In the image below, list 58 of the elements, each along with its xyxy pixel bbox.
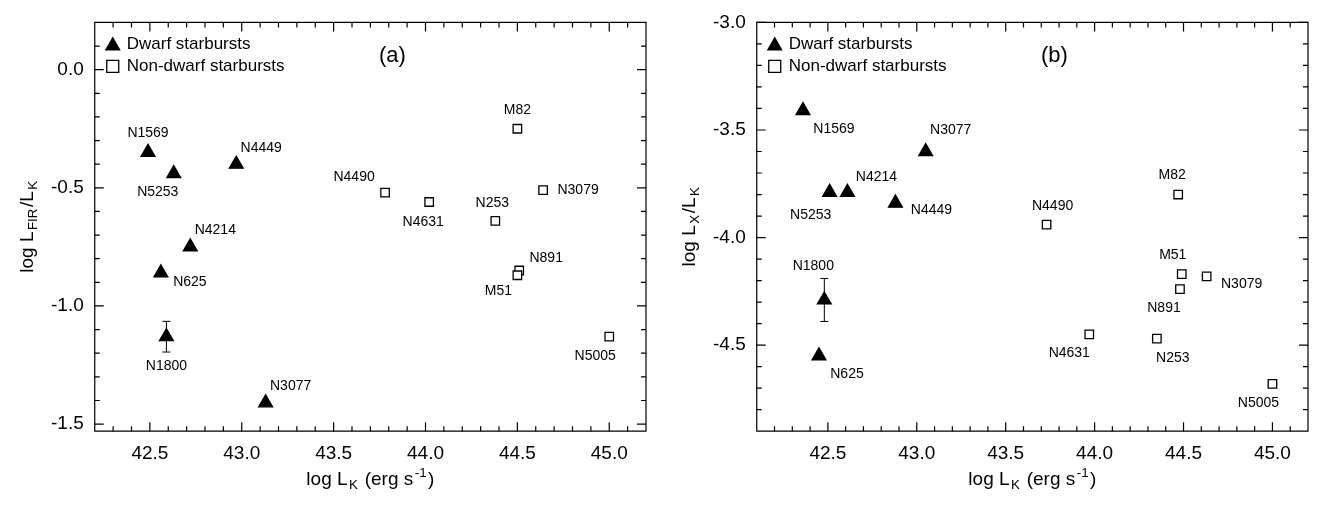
annotation: N3077	[930, 121, 972, 138]
annotation: N5253	[137, 183, 179, 200]
y-axis-title: log LFIR/LK	[16, 180, 41, 273]
y-tick-label: -4.0	[712, 225, 746, 247]
x-tick-label: 44.0	[1076, 441, 1114, 463]
annotation: N3079	[1221, 275, 1263, 292]
x-tick-label: 42.5	[131, 441, 169, 463]
x-tick-label: 44.0	[407, 441, 444, 463]
y-tick-label: -0.5	[50, 176, 84, 198]
x-tick-label: 45.0	[1253, 441, 1291, 463]
annotation: M82	[1158, 166, 1187, 183]
annotation: N4449	[240, 139, 283, 156]
annotation: N4631	[402, 212, 445, 229]
y-tick-label: -3.0	[712, 10, 746, 32]
annotation: N4449	[910, 200, 953, 217]
annotation: N4214	[855, 168, 898, 185]
x-tick-label: 45.0	[590, 441, 628, 463]
annotation: N625	[173, 272, 207, 289]
x-tick-label: 43.5	[987, 441, 1025, 463]
annotation: N253	[475, 193, 510, 210]
legend-label: Dwarf starbursts	[126, 34, 251, 54]
annotation: N1569	[813, 120, 855, 137]
annotation: N1800	[145, 356, 188, 373]
annotation: N1569	[127, 124, 169, 141]
annotation: N5253	[790, 206, 832, 223]
annotation: N891	[1147, 299, 1181, 316]
annotation: N3079	[557, 181, 599, 198]
x-tick-label: 43.5	[315, 441, 353, 463]
annotation: N3077	[270, 376, 312, 393]
y-axis-title: log LX/LK	[678, 187, 703, 267]
annotation: N5005	[574, 346, 617, 363]
y-tick-label: -4.5	[712, 333, 746, 355]
x-tick-label: 43.0	[223, 441, 261, 463]
annotation: N4490	[333, 168, 375, 185]
annotation: N1800	[792, 256, 835, 273]
annotation: M51	[484, 282, 513, 299]
annotation: N4214	[194, 220, 237, 237]
y-tick-label: -1.5	[50, 412, 84, 434]
annotation: N253	[1156, 348, 1190, 365]
x-tick-label: 44.5	[1165, 441, 1203, 463]
x-tick-label: 44.5	[498, 441, 536, 463]
annotation: N5005	[1237, 393, 1280, 410]
legend-label: Non-dwarf starbursts	[788, 56, 947, 76]
legend-label: Non-dwarf starbursts	[126, 56, 285, 76]
x-tick-label: 42.5	[809, 441, 847, 463]
annotation: N4631	[1048, 344, 1091, 361]
text: (a)	[378, 42, 406, 68]
annotation: M82	[503, 100, 532, 117]
y-tick-label: -3.5	[712, 118, 746, 140]
annotation: M51	[1159, 245, 1187, 262]
annotation: N625	[830, 364, 864, 381]
annotation: N4490	[1031, 196, 1074, 213]
legend-label: Dwarf starbursts	[788, 34, 913, 54]
annotation: N891	[529, 249, 564, 266]
y-tick-label: 0.0	[57, 57, 84, 79]
x-tick-label: 43.0	[898, 441, 936, 463]
text: (b)	[1040, 42, 1068, 68]
y-tick-label: -1.0	[50, 294, 84, 316]
